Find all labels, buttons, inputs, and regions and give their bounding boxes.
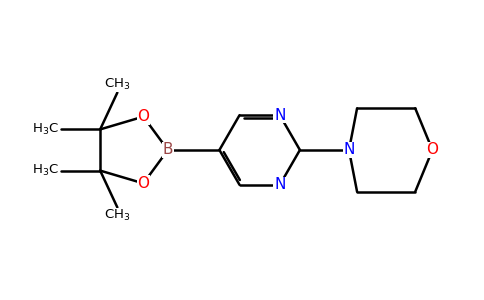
Text: CH$_3$: CH$_3$ [104, 208, 131, 223]
Text: O: O [137, 176, 150, 191]
Text: N: N [274, 177, 286, 192]
Text: N: N [274, 108, 286, 123]
Text: N: N [343, 142, 355, 158]
Text: O: O [426, 142, 439, 158]
Text: H$_3$C: H$_3$C [31, 163, 59, 178]
Text: CH$_3$: CH$_3$ [104, 77, 131, 92]
Text: B: B [163, 142, 173, 158]
Text: O: O [137, 109, 150, 124]
Text: H$_3$C: H$_3$C [31, 122, 59, 137]
